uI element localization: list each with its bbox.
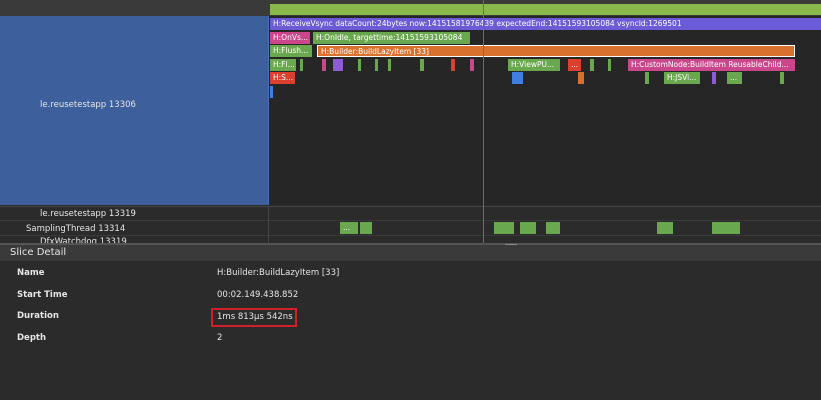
slice-block[interactable] xyxy=(712,72,716,84)
slice-block[interactable] xyxy=(270,86,273,98)
row-divider xyxy=(0,220,821,221)
slice-block[interactable] xyxy=(494,222,514,234)
panel-title: Slice Detail xyxy=(10,247,67,258)
slice-block[interactable] xyxy=(322,59,326,71)
slice-block[interactable] xyxy=(470,59,474,71)
cursor-line xyxy=(483,0,484,243)
slice-block[interactable] xyxy=(578,72,584,84)
slice[interactable]: ... xyxy=(568,59,581,71)
highlight-box xyxy=(211,308,297,327)
slice-block[interactable] xyxy=(512,72,523,84)
slice-block[interactable] xyxy=(546,222,560,234)
thread-name: le.reusetestapp 13319 xyxy=(40,209,136,219)
panel-header xyxy=(0,245,821,261)
slice[interactable]: H:OnIdle, targettime:14151593105084 xyxy=(313,32,470,44)
slice-block[interactable] xyxy=(451,59,455,71)
thread-name: DfxWatchdog 13319 xyxy=(40,237,127,243)
slice-block[interactable] xyxy=(520,222,536,234)
slice[interactable]: ... xyxy=(340,222,358,234)
slice-block[interactable] xyxy=(657,222,673,234)
slice-block[interactable] xyxy=(712,222,740,234)
slice-block[interactable] xyxy=(375,59,378,71)
splitter[interactable] xyxy=(0,243,821,245)
slice-block[interactable] xyxy=(300,59,303,71)
slice-block[interactable] xyxy=(590,59,594,71)
row-divider xyxy=(0,235,821,236)
thread-label-cell[interactable] xyxy=(0,16,268,205)
slice-block[interactable] xyxy=(388,59,391,71)
detail-key: Name xyxy=(17,268,45,278)
slice-block[interactable] xyxy=(780,72,784,84)
detail-value: 2 xyxy=(217,333,223,343)
row-divider xyxy=(0,206,821,207)
column-divider xyxy=(268,206,269,243)
slice[interactable]: ... xyxy=(727,72,742,84)
slice-block[interactable] xyxy=(333,59,343,71)
slice-selected[interactable]: H:Builder:BuildLazyItem [33] xyxy=(317,45,795,57)
detail-value: H:Builder:BuildLazyItem [33] xyxy=(217,268,340,278)
slice[interactable]: H:Fl... xyxy=(270,59,296,71)
slice-block[interactable] xyxy=(608,59,611,71)
top-track-bar xyxy=(270,4,821,15)
slice[interactable]: H:ViewPU... xyxy=(508,59,560,71)
slice[interactable]: H:S... xyxy=(270,72,295,84)
thread-name: SamplingThread 13314 xyxy=(26,224,126,234)
slice[interactable]: H:OnVs... xyxy=(270,32,310,44)
slice[interactable]: H:JSVi... xyxy=(664,72,700,84)
slice[interactable]: H:ReceiveVsync dataCount:24bytes now:141… xyxy=(270,18,821,30)
detail-value: 00:02.149.438.852 xyxy=(217,290,299,300)
detail-key: Start Time xyxy=(17,290,68,300)
slice[interactable]: H:Flush... xyxy=(270,45,312,57)
slice[interactable]: H:CustomNode:BuildItem ReusableChild... xyxy=(628,59,795,71)
slice-block[interactable] xyxy=(358,59,361,71)
detail-key: Depth xyxy=(17,333,47,343)
slice-block[interactable] xyxy=(645,72,649,84)
slice-block[interactable] xyxy=(420,59,424,71)
detail-key: Duration xyxy=(17,311,59,321)
detail-value: 1ms 813μs 542ns xyxy=(217,312,293,322)
thread-name: le.reusetestapp 13306 xyxy=(40,100,136,110)
slice-block[interactable] xyxy=(360,222,372,234)
